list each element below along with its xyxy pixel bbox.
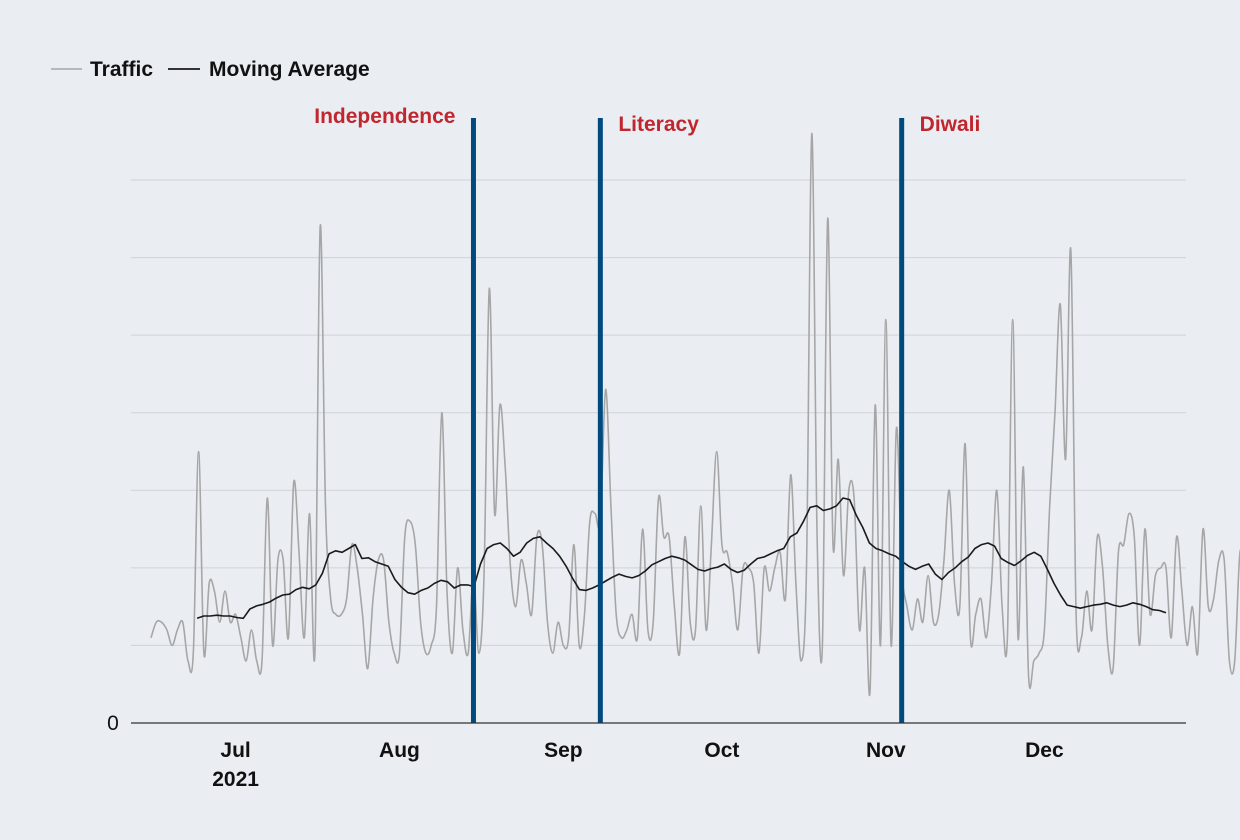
x-tick-label: Nov <box>866 739 906 762</box>
series-layer <box>150 132 1240 697</box>
y-tick-label: 0 <box>107 712 119 735</box>
events-layer: Independence Literacy Diwali <box>314 105 980 723</box>
event-label: Independence <box>314 105 455 128</box>
x-tick-label: Oct <box>704 739 739 762</box>
x-tick-label: Aug <box>379 739 420 762</box>
x-tick-sublabel: 2021 <box>212 768 259 791</box>
legend-traffic-label: Traffic <box>90 58 153 81</box>
event-label: Literacy <box>618 113 699 136</box>
event-label: Diwali <box>920 113 981 136</box>
x-tick-label: Jul <box>220 739 250 762</box>
legend: Traffic Moving Average <box>51 58 370 81</box>
legend-moving-average-label: Moving Average <box>209 58 370 81</box>
axis-layer: 0 Jul 2021 Aug Sep Oct Nov Dec <box>107 712 1186 791</box>
x-tick-label: Dec <box>1025 739 1064 762</box>
x-tick-label: Sep <box>544 739 583 762</box>
traffic-line <box>150 132 1240 697</box>
moving-average-line <box>196 497 1167 620</box>
grid <box>131 179 1186 646</box>
